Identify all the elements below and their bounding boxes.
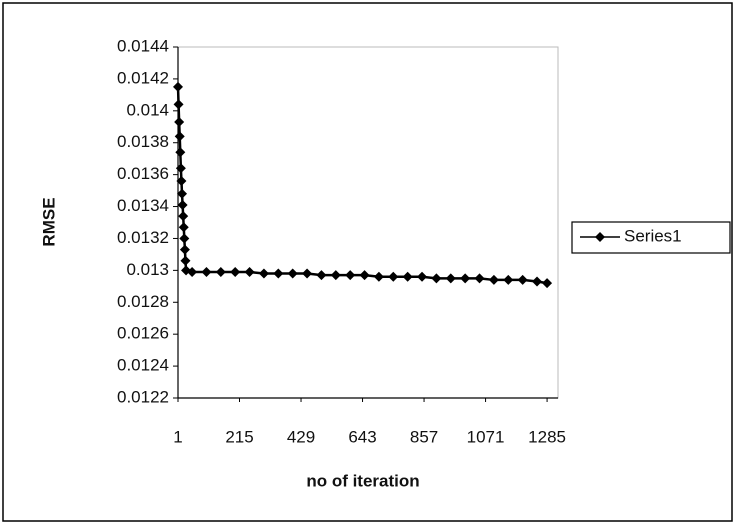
data-point: [302, 268, 313, 279]
y-tick-label: 0.0128: [117, 292, 169, 311]
data-point: [532, 276, 543, 287]
data-point: [542, 278, 553, 289]
data-point: [215, 266, 226, 277]
data-point: [175, 163, 186, 174]
x-tick-label: 429: [287, 427, 315, 446]
data-point: [388, 271, 399, 282]
data-point: [244, 266, 255, 277]
data-point: [180, 255, 191, 266]
y-tick-label: 0.0142: [117, 68, 169, 87]
x-tick-label: 643: [348, 427, 376, 446]
x-tick-label: 1: [173, 427, 182, 446]
data-point: [179, 233, 190, 244]
data-point: [177, 188, 188, 199]
data-point: [316, 270, 327, 281]
data-point: [445, 273, 456, 284]
data-point: [503, 274, 514, 285]
x-axis-title: no of iteration: [306, 471, 419, 490]
data-point: [273, 268, 284, 279]
y-tick-label: 0.0144: [117, 36, 169, 55]
data-point: [330, 270, 341, 281]
data-point: [460, 273, 471, 284]
data-point: [177, 199, 188, 210]
data-point: [176, 176, 187, 187]
data-point: [488, 274, 499, 285]
y-tick-label: 0.0122: [117, 387, 169, 406]
data-point: [373, 271, 384, 282]
data-point: [201, 266, 212, 277]
x-tick-label: 1071: [467, 427, 505, 446]
data-point: [287, 268, 298, 279]
data-point: [175, 147, 186, 158]
data-point: [173, 81, 183, 92]
x-tick-label: 215: [225, 427, 253, 446]
y-tick-label: 0.0132: [117, 228, 169, 247]
y-tick-label: 0.014: [126, 100, 169, 119]
y-tick-label: 0.0138: [117, 132, 169, 151]
plot-area: [177, 46, 559, 399]
data-point: [345, 270, 356, 281]
legend-label: Series1: [624, 226, 682, 245]
x-tick-label: 857: [410, 427, 438, 446]
y-tick-label: 0.0136: [117, 164, 169, 183]
y-tick-label: 0.0134: [117, 196, 169, 215]
data-point: [230, 266, 241, 277]
data-point: [179, 244, 190, 255]
y-tick-label: 0.0124: [117, 356, 169, 375]
data-point: [517, 274, 528, 285]
data-point: [178, 222, 189, 233]
data-point: [474, 273, 485, 284]
y-axis-title: RMSE: [39, 197, 58, 246]
data-point: [173, 99, 184, 110]
data-point: [174, 116, 185, 127]
data-point: [178, 211, 189, 222]
legend-marker: [595, 232, 605, 242]
data-point: [174, 131, 185, 142]
y-tick-label: 0.0126: [117, 324, 169, 343]
data-point: [417, 271, 428, 282]
data-point: [258, 268, 269, 279]
x-tick-label: 1285: [528, 427, 566, 446]
series-line: [176, 86, 548, 285]
data-point: [187, 266, 198, 277]
data-point: [431, 273, 442, 284]
data-point: [359, 270, 370, 281]
y-tick-label: 0.013: [126, 260, 169, 279]
data-point: [402, 271, 413, 282]
